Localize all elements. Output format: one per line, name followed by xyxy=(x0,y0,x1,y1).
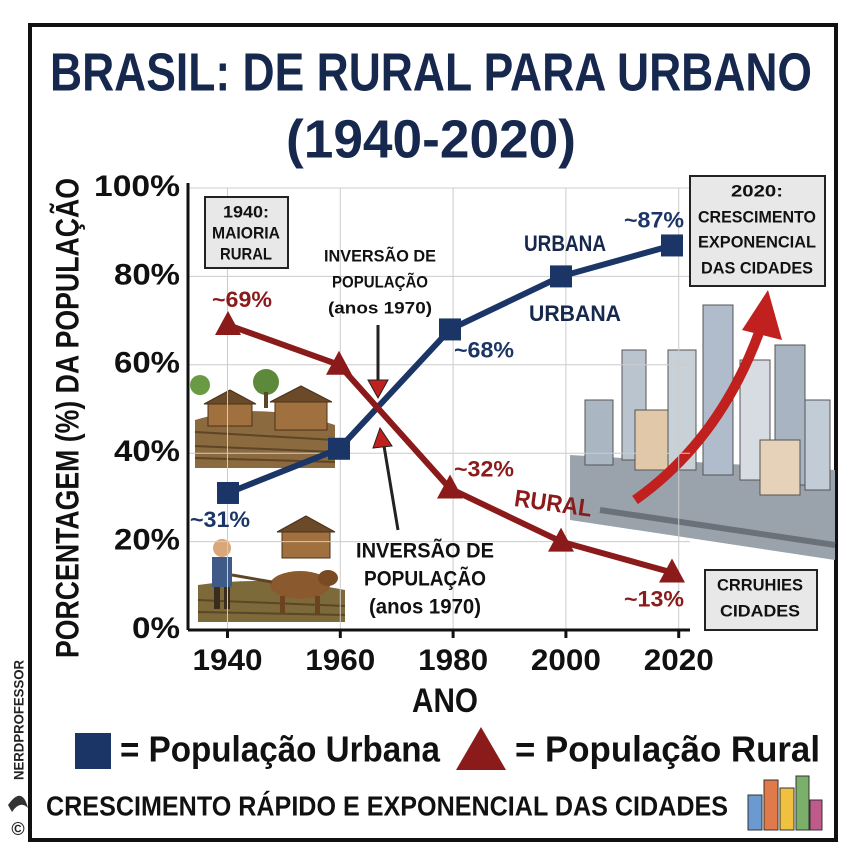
data-label: ~13% xyxy=(624,586,684,611)
annotation: 2020: xyxy=(731,181,783,200)
y-tick-label: 100% xyxy=(94,170,180,203)
y-tick-label: 20% xyxy=(114,524,180,557)
data-point xyxy=(328,437,350,460)
annotation-box xyxy=(204,196,289,269)
annotation: DAS CIDADES xyxy=(701,258,813,277)
chart-subtitle: (1940-2020) xyxy=(286,109,576,169)
data-label: ~69% xyxy=(212,287,272,312)
farm-illustration xyxy=(190,369,336,468)
legend-label: = População Urbana xyxy=(120,729,441,770)
annotation-arrow-head xyxy=(372,426,393,449)
annotation: 1940: xyxy=(223,202,269,221)
credit: NERDPROFESSOR xyxy=(11,660,27,780)
annotation: URBANA xyxy=(524,231,606,256)
legend-label: = População Rural xyxy=(515,729,820,770)
annotation: CRRUHIES xyxy=(717,575,803,594)
annotation: URBANA xyxy=(529,301,621,326)
annotation-arrow-head xyxy=(367,379,389,400)
data-point xyxy=(217,481,239,504)
city-illustration xyxy=(570,290,836,560)
annotation: INVERSÃO DE xyxy=(356,540,494,563)
data-point xyxy=(439,318,461,341)
footer-text: CRESCIMENTO RÁPIDO E EXPONENCIAL DAS CID… xyxy=(46,790,728,821)
x-tick-label: 1980 xyxy=(418,644,488,677)
x-tick-label: 1940 xyxy=(192,644,262,677)
data-point xyxy=(437,474,463,499)
annotation: (anos 1970) xyxy=(328,298,432,317)
annotation: MAIORIA xyxy=(212,223,280,242)
y-tick-label: 80% xyxy=(114,258,180,291)
data-label: ~87% xyxy=(624,207,684,232)
y-tick-label: 40% xyxy=(114,435,180,468)
annotation: CRESCIMENTO xyxy=(698,207,816,226)
data-label: ~32% xyxy=(454,456,514,481)
data-point xyxy=(659,558,685,583)
footer-city-icon xyxy=(747,775,823,831)
annotation-box xyxy=(689,175,826,287)
annotation: CIDADES xyxy=(720,601,800,620)
data-point xyxy=(326,350,352,375)
x-tick-label: 2020 xyxy=(644,644,714,677)
annotation: POPULAÇÃO xyxy=(332,271,428,291)
annotation: INVERSÃO DE xyxy=(324,245,436,265)
legend-marker-rural xyxy=(456,727,506,770)
data-point xyxy=(215,311,241,336)
annotation: RURAL xyxy=(220,244,272,263)
x-tick-label: 2000 xyxy=(531,644,601,677)
y-tick-label: 60% xyxy=(114,347,180,380)
data-point xyxy=(550,265,572,288)
annotation: POPULAÇÃO xyxy=(364,568,486,591)
y-axis-label: PORCENTAGEM (%) DA POPULAÇÃO xyxy=(49,178,85,658)
annotation: EXPONENCIAL xyxy=(698,232,816,251)
data-label: ~31% xyxy=(190,507,250,532)
annotation: (anos 1970) xyxy=(369,596,481,619)
x-axis-label: ANO xyxy=(412,682,478,720)
data-point xyxy=(661,234,683,257)
copyright: © xyxy=(11,819,24,839)
credit-logo xyxy=(8,795,28,812)
data-point xyxy=(548,527,574,552)
legend-marker-urban xyxy=(75,733,111,769)
chart-title: BRASIL: DE RURAL PARA URBANO xyxy=(50,42,812,102)
y-tick-label: 0% xyxy=(132,612,180,645)
annotation-arrow xyxy=(381,439,400,531)
x-tick-label: 1960 xyxy=(305,644,375,677)
annotation-box xyxy=(704,569,818,631)
data-label: ~68% xyxy=(454,337,514,362)
